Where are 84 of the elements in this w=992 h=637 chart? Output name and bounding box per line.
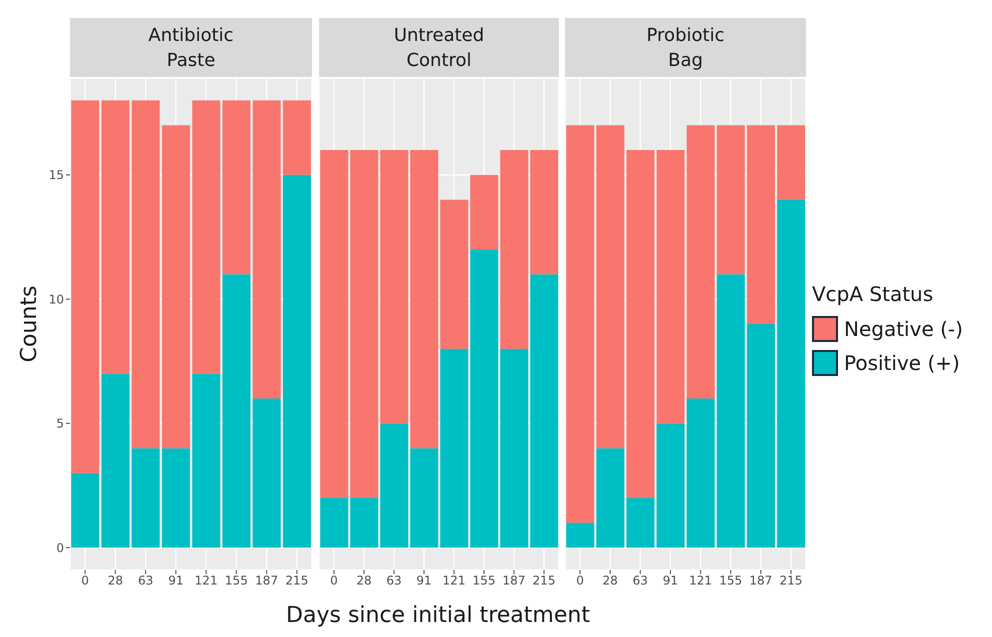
- x-tick-label: 121: [194, 574, 218, 588]
- bar: [71, 100, 100, 474]
- x-tick-label: 91: [168, 574, 184, 588]
- bar: [716, 125, 745, 274]
- bar: [350, 150, 378, 498]
- x-tick-label: 215: [779, 574, 802, 588]
- bar: [350, 498, 378, 548]
- x-tick-label: 0: [576, 574, 584, 588]
- bar: [686, 398, 715, 548]
- x-axis-title: Days since initial treatment: [285, 603, 591, 628]
- bar: [656, 423, 685, 548]
- bar: [162, 448, 190, 548]
- x-tick-label: 187: [749, 574, 772, 588]
- bar: [777, 200, 806, 548]
- bar: [132, 100, 160, 448]
- bar: [320, 150, 348, 498]
- bar: [656, 150, 685, 424]
- x-tick-label: 155: [472, 574, 496, 588]
- x-tick-label: 215: [532, 574, 556, 588]
- y-tick-label: 5: [56, 416, 64, 431]
- bar: [252, 100, 281, 399]
- bar: [686, 125, 715, 399]
- x-tick-label: 28: [108, 574, 124, 588]
- x-tick-label: 187: [502, 574, 526, 588]
- bar: [470, 174, 498, 250]
- x-tick-label: 63: [138, 574, 154, 588]
- bar: [470, 249, 498, 548]
- bar: [71, 473, 100, 548]
- legend-label: Positive (+): [844, 351, 960, 375]
- bar: [320, 498, 348, 548]
- legend-title: VcpA Status: [812, 282, 934, 306]
- bar: [530, 274, 558, 548]
- x-tick-label: 0: [330, 574, 338, 588]
- x-tick-label: 91: [662, 574, 678, 588]
- x-tick-label: 28: [356, 574, 372, 588]
- bar: [222, 274, 250, 548]
- text: Negative (-): [844, 317, 963, 341]
- bar: [626, 150, 654, 498]
- chart-title: Untreated Control: [394, 24, 484, 72]
- bar: [410, 150, 438, 448]
- bar: [626, 498, 654, 548]
- bar: [132, 448, 160, 548]
- x-tick-label: 28: [602, 574, 618, 588]
- bar: [746, 324, 775, 548]
- bar: [530, 150, 558, 274]
- bar: [440, 200, 468, 349]
- bar: [777, 125, 806, 200]
- x-tick-label: 155: [719, 574, 742, 588]
- bar: [500, 150, 528, 349]
- bar: [282, 174, 311, 548]
- x-tick-label: 63: [386, 574, 402, 588]
- bar: [566, 522, 594, 548]
- y-axis-title: Counts: [16, 286, 42, 362]
- bar: [500, 348, 528, 548]
- bar: [746, 125, 775, 324]
- x-tick-label: 187: [255, 574, 278, 588]
- x-tick-label: 155: [224, 574, 248, 588]
- x-tick-label: 63: [632, 574, 648, 588]
- bar: [596, 125, 624, 448]
- x-tick-label: 121: [689, 574, 712, 588]
- y-tick-label: 0: [56, 540, 64, 555]
- y-tick-label: 10: [48, 292, 64, 306]
- bar: [596, 448, 624, 548]
- bar: [162, 125, 190, 448]
- bar: [282, 100, 311, 175]
- bar: [192, 100, 220, 374]
- x-tick-label: 91: [416, 574, 432, 588]
- bar: [410, 448, 438, 548]
- bar: [380, 423, 408, 548]
- bar: [222, 100, 250, 274]
- bar: [716, 274, 745, 548]
- bar: [440, 348, 468, 548]
- bar: [101, 374, 130, 548]
- bar: [101, 100, 130, 374]
- bar: [192, 374, 220, 548]
- x-tick-label: 215: [285, 574, 308, 588]
- y-tick-label: 15: [48, 168, 64, 182]
- bar: [566, 125, 594, 523]
- bar: [252, 398, 281, 548]
- x-tick-label: 121: [442, 574, 466, 588]
- chart-title: Probiotic Bag: [646, 24, 724, 72]
- bar: [380, 150, 408, 424]
- chart-title: Antibiotic Paste: [148, 24, 234, 72]
- x-tick-label: 0: [81, 574, 89, 588]
